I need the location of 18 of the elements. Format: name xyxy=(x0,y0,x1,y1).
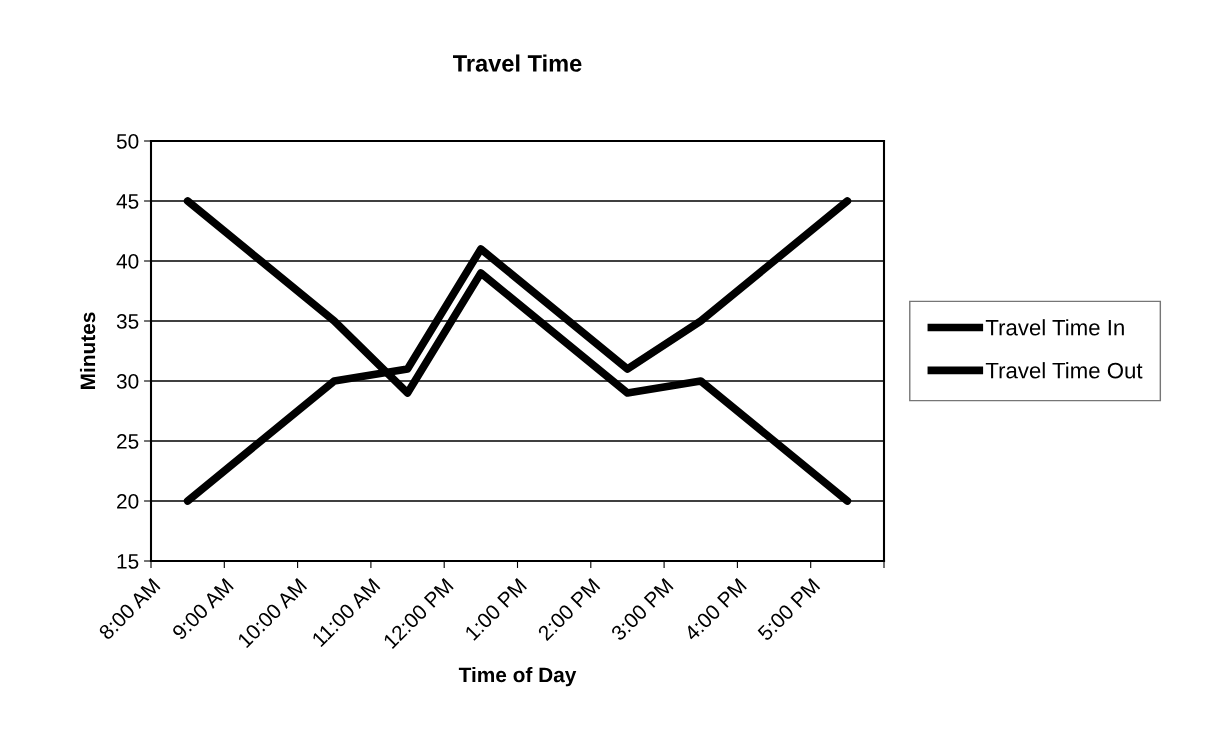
y-axis-title: Minutes xyxy=(79,312,96,389)
y-tick-label: 30 xyxy=(116,374,139,389)
x-tick-label: 8:00 AM xyxy=(97,577,161,641)
y-tick-label: 20 xyxy=(117,494,139,509)
x-tick-label: 5:00 PM xyxy=(756,577,821,642)
x-tick-label: 9:00 AM xyxy=(171,577,234,641)
x-tick-label: 3:00 PM xyxy=(610,577,674,642)
y-tick-label: 25 xyxy=(117,434,139,449)
y-tick-label: 50 xyxy=(116,134,139,149)
chart-title: Travel Time xyxy=(453,54,582,72)
y-tick-label: 40 xyxy=(116,254,139,269)
y-tick-label: 15 xyxy=(117,554,139,569)
y-tick-label: 35 xyxy=(116,314,139,329)
legend-label: Travel Time Out xyxy=(985,362,1143,379)
legend-label: Travel Time In xyxy=(985,319,1124,336)
x-tick-label: 4:00 PM xyxy=(683,577,748,642)
x-axis-title: Time of Day xyxy=(458,666,577,687)
y-tick-label: 45 xyxy=(116,194,139,209)
